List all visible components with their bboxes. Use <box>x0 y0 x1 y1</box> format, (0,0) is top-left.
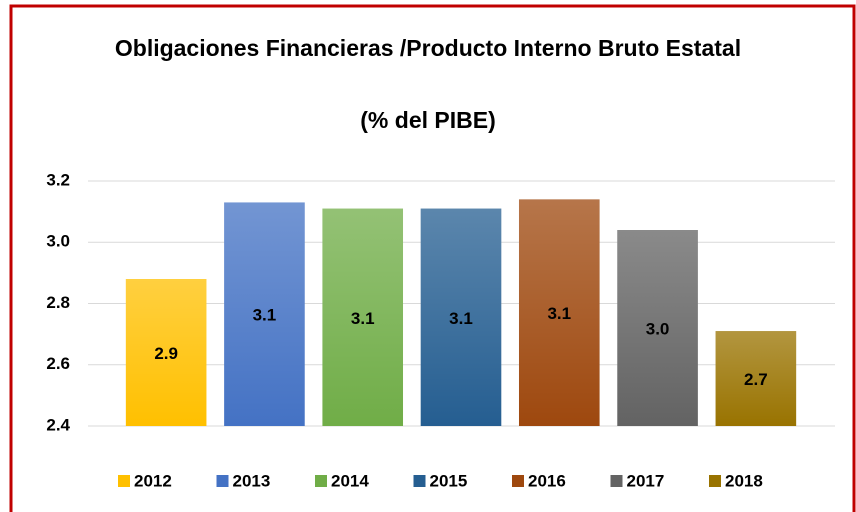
bar-shine <box>617 230 698 426</box>
legend-swatch <box>315 475 327 487</box>
y-tick-label: 2.6 <box>46 354 70 373</box>
bar-shine <box>322 208 404 426</box>
legend-swatch <box>216 475 229 487</box>
legend-label: 2015 <box>430 471 468 490</box>
legend-label: 2018 <box>725 471 763 490</box>
data-label: 3.0 <box>646 319 670 338</box>
y-tick-label: 2.4 <box>46 415 70 434</box>
bar-shine <box>224 202 305 426</box>
legend-label: 2017 <box>627 471 665 490</box>
frame <box>9 4 856 512</box>
bar-shine <box>518 199 600 426</box>
data-label: 3.1 <box>253 306 277 325</box>
data-label: 3.1 <box>547 304 571 323</box>
bar-shine <box>125 279 207 426</box>
legend-label: 2016 <box>528 471 566 490</box>
y-tick-label: 3.2 <box>46 170 70 189</box>
legend-swatch <box>413 475 426 487</box>
legend-swatch <box>610 475 623 487</box>
data-label: 2.7 <box>744 370 768 389</box>
legend-swatch <box>709 475 721 487</box>
bar-shine <box>715 331 797 426</box>
chart-title: Obligaciones Financieras /Producto Inter… <box>114 35 742 61</box>
legend-label: 2013 <box>233 471 271 490</box>
data-label: 2.9 <box>154 344 178 363</box>
legend-swatch <box>118 475 130 487</box>
y-tick-label: 3.0 <box>46 232 70 251</box>
bar-shine <box>420 208 502 426</box>
y-tick-label: 2.8 <box>46 293 70 312</box>
chart-subtitle: (% del PIBE) <box>360 107 496 133</box>
legend-swatch <box>512 475 524 487</box>
legend-label: 2012 <box>134 471 172 490</box>
data-label: 3.1 <box>449 309 473 328</box>
legend-label: 2014 <box>331 471 369 490</box>
data-label: 3.1 <box>351 309 375 328</box>
